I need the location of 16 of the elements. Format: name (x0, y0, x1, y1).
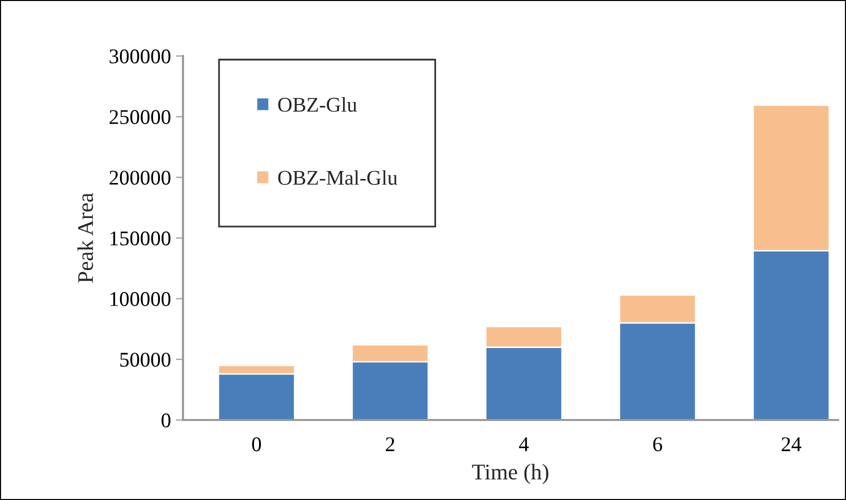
x-tick-label: 6 (653, 437, 662, 452)
x-tick-label: 4 (519, 437, 529, 452)
x-tick-label: 24 (782, 437, 802, 452)
y-tick-label: 300000 (110, 49, 170, 64)
x-tick-label: 0 (252, 437, 261, 452)
legend-label: OBZ-Mal-Glu (278, 170, 398, 185)
x-tick-label: 2 (386, 437, 394, 452)
y-tick-label: 0 (162, 413, 170, 428)
y-tick-label: 100000 (110, 292, 170, 306)
y-axis-title: Peak Area (77, 192, 94, 283)
x-axis-title: Time (h) (472, 464, 548, 484)
y-tick-label: 200000 (110, 170, 170, 185)
y-tick-label: 50000 (120, 352, 170, 367)
legend-label: OBZ-Glu (278, 97, 357, 112)
y-tick-label: 150000 (110, 231, 170, 246)
y-tick-label: 250000 (110, 110, 170, 124)
